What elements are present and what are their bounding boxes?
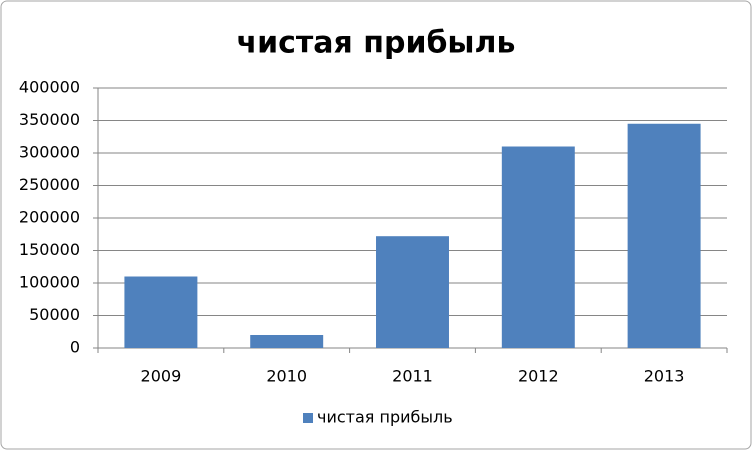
x-tick-label: 2009 <box>141 367 182 386</box>
y-tick-label: 200000 <box>19 208 80 227</box>
x-tick-label: 2012 <box>518 367 559 386</box>
y-tick-label: 250000 <box>19 175 80 194</box>
x-tick-label: 2011 <box>392 367 433 386</box>
bar <box>250 335 324 348</box>
y-tick-label: 350000 <box>19 110 80 129</box>
bar <box>501 146 575 348</box>
legend-swatch <box>303 413 313 423</box>
x-tick-label: 2013 <box>644 367 685 386</box>
bar <box>627 123 701 348</box>
x-tick-label: 2010 <box>266 367 307 386</box>
legend-label: чистая прибыль <box>317 408 453 427</box>
y-tick-label: 400000 <box>19 78 80 97</box>
y-tick-label: 300000 <box>19 143 80 162</box>
y-tick-label: 50000 <box>29 305 80 324</box>
bar <box>124 276 198 348</box>
bar <box>376 236 449 348</box>
y-tick-label: 0 <box>70 338 80 357</box>
chart-title: чистая прибыль <box>237 26 516 61</box>
y-tick-label: 150000 <box>19 240 80 259</box>
y-tick-label: 100000 <box>19 273 80 292</box>
